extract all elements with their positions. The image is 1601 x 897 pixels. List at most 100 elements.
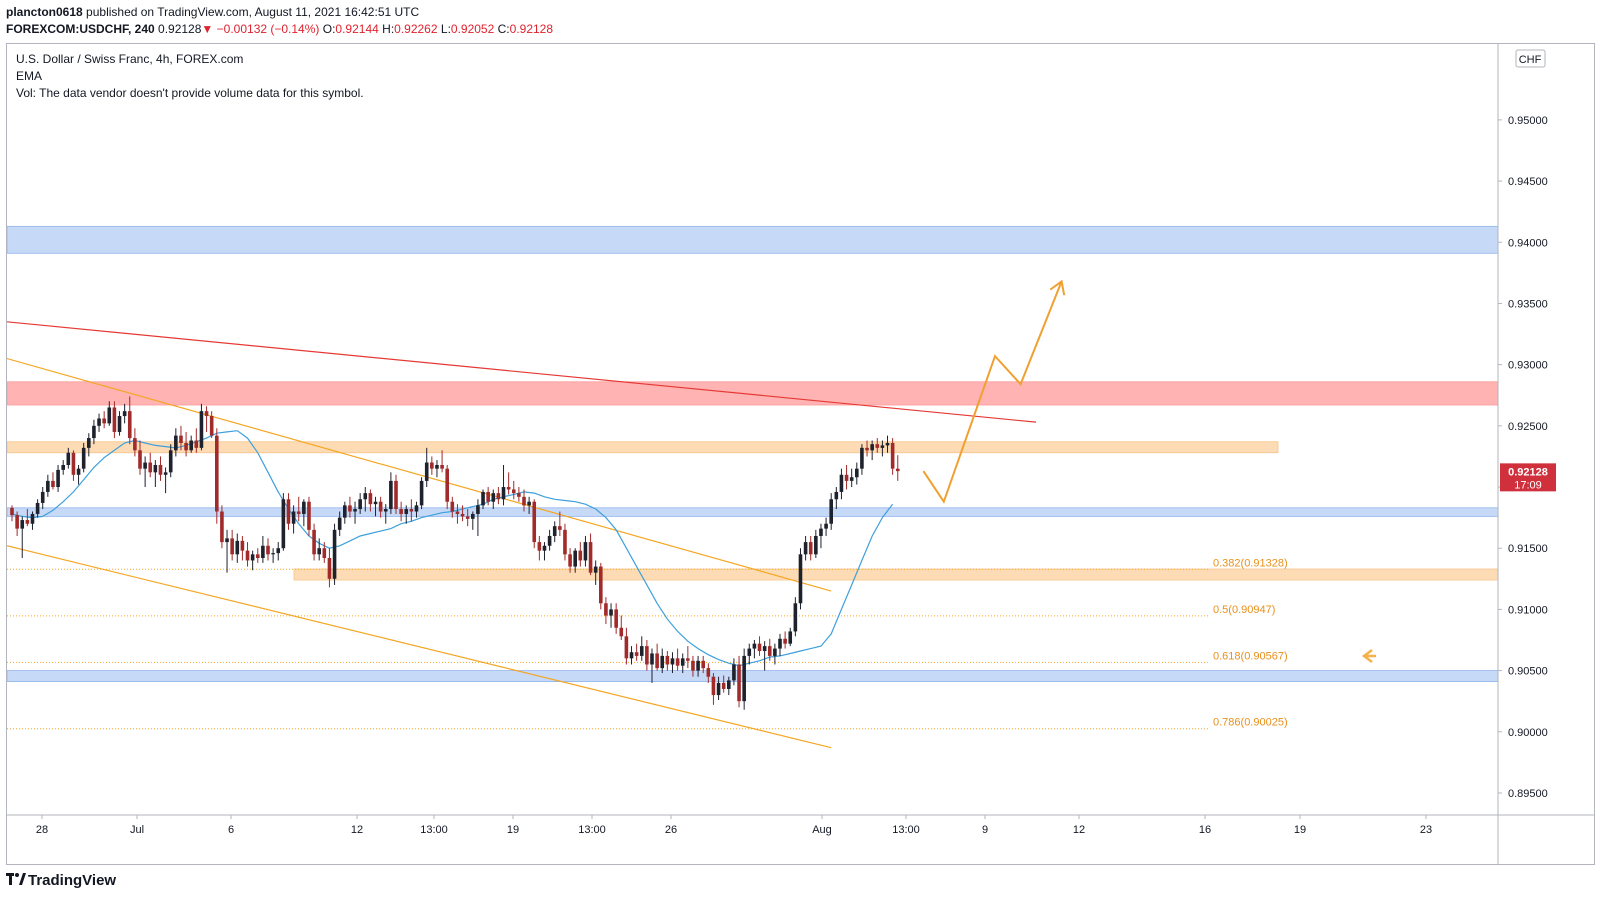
candle-body <box>686 658 690 661</box>
open-label: O: <box>322 22 336 36</box>
candle-body <box>742 655 746 702</box>
candle-body <box>138 450 142 469</box>
candle-body <box>721 682 726 689</box>
candle-body <box>517 493 521 497</box>
candle-body <box>389 480 393 510</box>
candle-body <box>895 468 900 472</box>
candle-body <box>445 468 449 502</box>
ema-indicator-label[interactable]: EMA <box>16 69 43 83</box>
candle-body <box>476 505 480 514</box>
candle-body <box>614 609 618 628</box>
low-label: L: <box>440 22 451 36</box>
fib-label-0: 0.382(0.91328) <box>1213 557 1288 569</box>
candle-body <box>593 566 598 573</box>
candle-body <box>675 658 680 666</box>
down-arrow-icon: ▼ <box>201 22 214 36</box>
candle-body <box>568 554 572 567</box>
y-tick-label: 0.95000 <box>1508 115 1548 127</box>
brand-name: TradingView <box>28 872 117 889</box>
candle-body <box>153 464 158 473</box>
candle-body <box>276 548 281 554</box>
publish-info: plancton0618 published on TradingView.co… <box>6 5 419 19</box>
candle-body <box>281 499 286 549</box>
candle-body <box>348 505 352 512</box>
candle-body <box>844 474 849 481</box>
candle-body <box>747 648 752 656</box>
candle-body <box>271 553 275 555</box>
candle-body <box>435 464 439 469</box>
candle-body <box>440 464 444 469</box>
projection-path <box>922 281 1063 504</box>
candle-body <box>363 493 368 500</box>
candle-body <box>783 638 787 644</box>
candle-body <box>501 487 506 500</box>
symbol-info-bar: FOREXCOM:USDCHF, 240 0.92128▼ −0.00132 (… <box>6 22 553 36</box>
candle-body <box>358 499 362 510</box>
chart-frame <box>6 43 1595 865</box>
candle-body <box>230 538 234 555</box>
y-tick-label: 0.90000 <box>1508 727 1548 739</box>
descending-trendline <box>7 321 1037 423</box>
candle-body <box>450 501 455 512</box>
candle-body <box>706 668 711 677</box>
candle-body <box>522 496 526 506</box>
candle-body <box>496 493 501 500</box>
candle-body <box>409 509 414 512</box>
candle-body <box>634 652 639 656</box>
candle-body <box>880 445 885 448</box>
candle-body <box>373 501 378 505</box>
x-tick-label: 23 <box>1420 824 1432 836</box>
candle-body <box>35 502 40 514</box>
candle-body <box>168 450 173 473</box>
candle-body <box>322 548 327 558</box>
zone-support-3 <box>7 507 1498 517</box>
candle-body <box>307 501 311 530</box>
candle-body <box>158 464 163 475</box>
candle-body <box>122 411 127 417</box>
candle-body <box>143 462 147 469</box>
zone-support-0 <box>7 225 1498 254</box>
fib-label-3: 0.786(0.90025) <box>1213 717 1288 729</box>
candle-body <box>127 411 132 439</box>
candle-body <box>660 655 665 669</box>
candle-body <box>286 499 291 524</box>
candle-body <box>757 643 762 652</box>
candle-body <box>15 515 19 529</box>
candle-body <box>839 474 844 492</box>
candle-body <box>220 511 224 543</box>
x-tick-label: 16 <box>1199 824 1211 836</box>
channel-upper-line <box>7 357 832 592</box>
candle-body <box>225 538 229 543</box>
candle-body <box>424 462 429 481</box>
candle-body <box>343 505 347 518</box>
current-price-label: 0.92128 <box>1508 466 1548 478</box>
candle-body <box>824 523 828 529</box>
candle-body <box>460 513 465 517</box>
publisher-name[interactable]: plancton0618 <box>6 5 83 19</box>
candle-body <box>609 609 613 616</box>
candle-body <box>573 550 577 567</box>
candle-body <box>829 499 833 524</box>
candle-body <box>691 660 695 671</box>
x-tick-label: 6 <box>228 824 234 836</box>
candle-body <box>240 540 245 551</box>
candle-body <box>179 435 183 443</box>
y-tick-label: 0.93500 <box>1508 298 1548 310</box>
candle-body <box>337 517 342 530</box>
y-tick-label: 0.93000 <box>1508 360 1548 372</box>
x-tick-label: 26 <box>665 824 677 836</box>
candle-body <box>716 682 721 696</box>
candle-body <box>430 462 434 469</box>
candle-body <box>645 646 649 665</box>
candle-body <box>583 542 588 561</box>
candle-body <box>865 447 869 451</box>
candle-body <box>491 493 496 502</box>
candle-body <box>399 509 403 514</box>
footer-brand[interactable]: TradingView <box>6 872 116 889</box>
candle-body <box>604 603 608 616</box>
x-tick-label: 28 <box>36 824 48 836</box>
candle-body <box>471 513 475 519</box>
candle-body <box>66 452 71 465</box>
candle-body <box>506 487 511 490</box>
